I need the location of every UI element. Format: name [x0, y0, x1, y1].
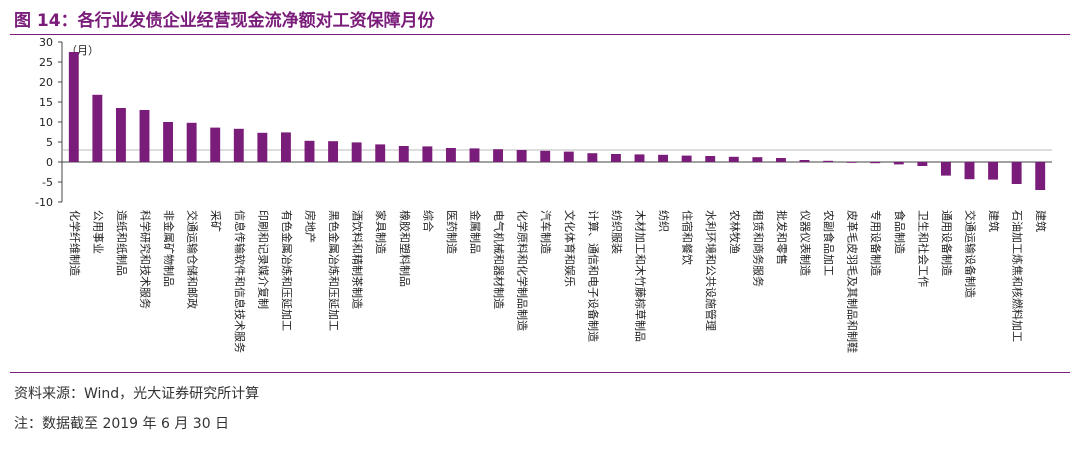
bar: [351, 142, 362, 162]
bar: [186, 122, 197, 162]
bar: [775, 158, 786, 162]
bar: [728, 156, 739, 162]
bar: [68, 52, 79, 162]
x-tick-label: 信息传输软件和信息技术服务: [233, 210, 247, 353]
bar: [846, 162, 857, 163]
x-tick-label: 木材加工和木竹藤棕草制品: [634, 210, 648, 342]
remark-note: 注：数据截至 2019 年 6 月 30 日: [14, 416, 230, 432]
x-tick-label: 医药制造: [445, 210, 459, 254]
x-tick-label: 建筑: [987, 210, 1001, 232]
x-tick-label: 通用设备制造: [940, 210, 954, 276]
bar: [139, 110, 150, 162]
bar: [705, 156, 716, 162]
x-tick-label: 有色金属冶炼和压延加工: [280, 210, 294, 331]
x-tick-label: 专用设备制造: [869, 210, 883, 276]
x-tick-label: 租赁和商务服务: [751, 210, 765, 287]
x-tick-label: 交通运输仓储和邮政: [186, 210, 200, 309]
x-tick-label: 公用事业: [91, 210, 104, 254]
bar: [823, 160, 834, 162]
bar: [375, 144, 386, 162]
x-tick-label: 综合: [421, 210, 435, 232]
bar: [115, 108, 126, 162]
y-tick-label: 20: [39, 76, 53, 89]
bar: [280, 132, 291, 162]
chart-title: 图 14：各行业发债企业经营现金流净额对工资保障月份: [14, 11, 435, 31]
x-tick-label: 黑色金属冶炼和压延加工: [327, 210, 341, 331]
bar: [516, 150, 527, 162]
x-tick-label: 采矿: [209, 210, 222, 232]
bar: [610, 154, 621, 162]
y-tick-label: 15: [39, 96, 53, 109]
x-tick-label: 家具制造: [374, 210, 388, 254]
bar: [1011, 162, 1022, 184]
bar: [917, 162, 928, 166]
source-note: 资料来源：Wind，光大证券研究所计算: [14, 386, 260, 402]
bar: [328, 141, 339, 162]
bar: [587, 153, 598, 162]
x-tick-label: 金属制品: [469, 210, 483, 254]
footer-divider: [10, 372, 1070, 373]
x-tick-label: 汽车制造: [539, 210, 553, 254]
bar: [634, 154, 645, 162]
y-tick-label: 10: [39, 116, 53, 129]
x-tick-label: 皮革毛皮羽毛及其制品和制鞋: [846, 210, 860, 353]
bar: [304, 140, 315, 162]
x-tick-label: 批发和零售: [775, 210, 789, 265]
x-tick-label: 化学纤维制造: [68, 210, 82, 276]
bar: [92, 94, 103, 162]
x-tick-label: 酒饮料和精制茶制造: [351, 210, 365, 309]
bar: [799, 160, 810, 162]
x-tick-label: 橡胶和塑料制品: [398, 210, 412, 287]
x-tick-label: 农副食品加工: [822, 210, 836, 276]
x-tick-label: 纺织: [657, 210, 671, 232]
y-tick-label: 25: [39, 56, 53, 69]
bar: [210, 127, 221, 162]
x-tick-label: 计算、通信和电子设备制造: [586, 210, 600, 342]
bar: [752, 157, 763, 162]
bar: [398, 146, 409, 162]
x-tick-label: 交通运输设备制造: [964, 210, 978, 298]
y-tick-label: -5: [42, 176, 53, 189]
bar: [540, 150, 551, 162]
bar: [658, 154, 669, 162]
bar: [988, 162, 999, 180]
x-tick-label: 化学原料和化学制品制造: [516, 210, 530, 331]
x-tick-label: 科学研究和技术服务: [139, 210, 153, 309]
bar: [870, 162, 881, 164]
bar: [422, 146, 433, 162]
bar: [563, 151, 574, 162]
x-tick-label: 电气机械和器材制造: [492, 210, 506, 309]
y-tick-label: 5: [46, 136, 53, 149]
bar: [893, 162, 904, 165]
y-tick-label: 0: [46, 156, 53, 169]
bar: [1035, 162, 1046, 190]
x-tick-label: 住宿和餐饮: [681, 210, 695, 265]
bar: [163, 122, 174, 162]
bar: [233, 128, 244, 162]
x-tick-label: 非金属矿物制品: [162, 210, 176, 287]
x-tick-label: 造纸和纸制品: [115, 210, 129, 276]
bar: [493, 149, 504, 162]
x-tick-label: 卫生和社会工作: [916, 210, 930, 287]
x-tick-label: 印刷和记录媒介复制: [256, 210, 270, 309]
x-tick-label: 房地产: [304, 210, 318, 243]
bar: [257, 132, 268, 162]
x-tick-label: 食品制造: [893, 210, 907, 254]
x-tick-label: 水利环境和公共设施管理: [704, 210, 718, 331]
bar: [940, 162, 951, 176]
y-tick-label: 30: [39, 36, 53, 49]
title-divider: [10, 34, 1070, 35]
x-tick-label: 纺织服装: [610, 210, 624, 254]
bar: [681, 155, 692, 162]
x-tick-label: 石油加工炼焦和核燃料加工: [1011, 210, 1025, 342]
x-tick-label: 仪器仪表制造: [799, 210, 813, 276]
y-tick-label: -10: [35, 196, 53, 209]
x-tick-label: 建筑: [1034, 210, 1048, 232]
bar: [445, 148, 456, 162]
bar: [964, 162, 975, 180]
x-tick-label: 文化体育和娱乐: [563, 210, 577, 287]
bar: [469, 148, 480, 162]
x-tick-label: 农林牧渔: [728, 210, 742, 254]
